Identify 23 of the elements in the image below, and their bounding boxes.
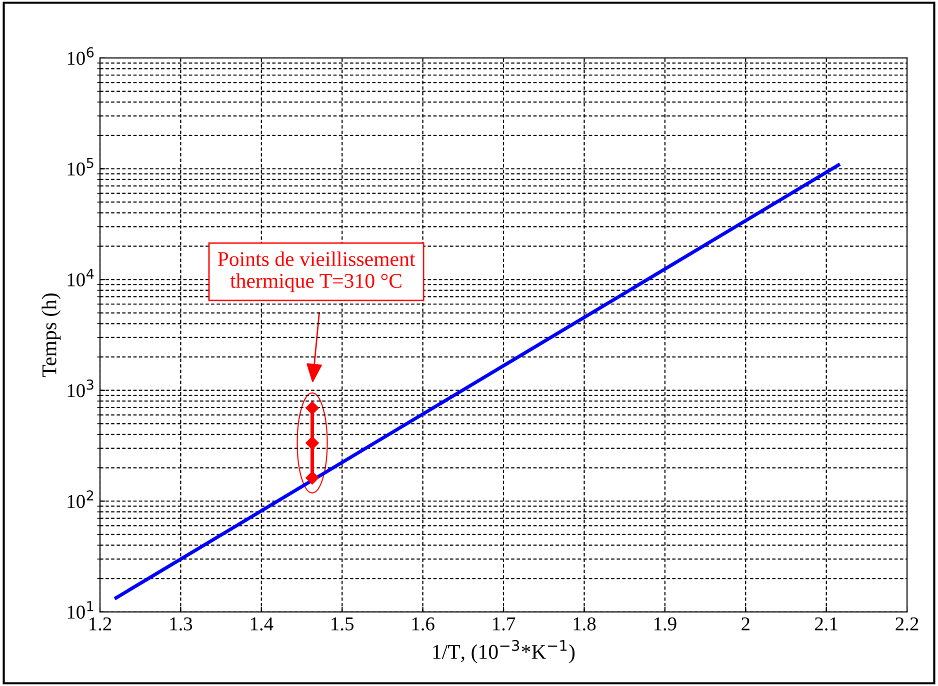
y-tick-label: 10$^{4}$ [68, 268, 94, 286]
y-tick-label: 10$^{3}$ [68, 380, 94, 398]
x-tick-label: 1.6 [412, 617, 434, 631]
y-tick-label: 10$^{6}$ [68, 47, 94, 65]
x-tick-label: 2.2 [896, 617, 918, 631]
x-tick-label: 1.5 [332, 617, 354, 631]
x-tick-label: 2.1 [815, 617, 838, 631]
x-tick-label: 2 [742, 617, 750, 630]
x-axis-title: 1/T, (10$^{−3}$*K$^{−1}$) [433, 640, 575, 664]
x-tick-label: 1.2 [90, 617, 112, 631]
y-tick-label: 10$^{2}$ [68, 490, 94, 508]
point [306, 401, 319, 415]
x-tick-label: 1.3 [170, 617, 192, 631]
point [306, 471, 319, 484]
y-axis-title: Temps (h) [42, 293, 61, 377]
x-tick-label: 1.7 [493, 617, 516, 631]
x-tick-label: 1.8 [574, 617, 596, 631]
x-tick-label: 1.4 [250, 617, 274, 631]
annotation: Points de vieillissement thermique T=310 °C [218, 251, 416, 292]
x-tick-label: 1.9 [654, 617, 676, 631]
y-tick-label: 10$^{1}$ [68, 601, 94, 619]
y-tick-label: 10$^{5}$ [68, 158, 94, 176]
point [306, 436, 319, 450]
